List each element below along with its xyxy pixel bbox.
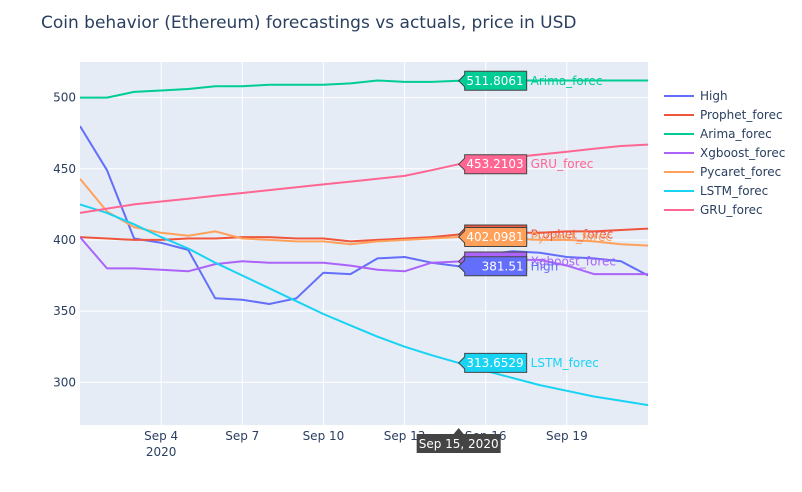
hover-label-series-name: Prophet_forec [531, 227, 614, 241]
legend-item[interactable]: Pycaret_forec [664, 162, 785, 181]
legend-label: Xgboost_forec [700, 145, 786, 160]
legend-swatch [664, 132, 694, 135]
legend-swatch [664, 113, 694, 116]
y-tick-label: 450 [53, 162, 76, 176]
legend-item[interactable]: GRU_forec [664, 200, 785, 219]
hover-date-label: Sep 15, 2020 [419, 437, 499, 451]
hover-label-series-name: Pycaret_forec [531, 230, 612, 244]
series-line-xgboost-forec[interactable] [80, 236, 648, 276]
series-line-pycaret-forec[interactable] [80, 178, 648, 247]
hover-label-box [457, 352, 528, 373]
hover-label-box [457, 256, 528, 277]
legend[interactable]: High Prophet_forec Arima_forec Xgboost_fore… [664, 86, 785, 219]
series-line-gru-forec[interactable] [80, 143, 648, 214]
series-line-prophet-forec[interactable] [80, 227, 648, 243]
hover-label-value: 402.0981 [466, 230, 523, 244]
legend-item[interactable]: LSTM_forec [664, 181, 785, 200]
x-tick-label: Sep 7 [225, 429, 259, 443]
legend-item[interactable]: Prophet_forec [664, 105, 785, 124]
legend-swatch [664, 151, 694, 154]
hover-label-box [457, 226, 528, 247]
legend-label: Arima_forec [700, 126, 772, 141]
legend-item[interactable]: Arima_forec [664, 124, 785, 143]
y-tick-label: 300 [53, 375, 76, 389]
hover-label-value: 381.51 [482, 259, 524, 273]
x-tick-year-label: 2020 [146, 445, 177, 459]
series-line-lstm-forec[interactable] [80, 203, 648, 407]
legend-swatch [664, 189, 694, 192]
x-tick-label: Sep 10 [303, 429, 345, 443]
hover-label-box [457, 154, 528, 175]
legend-label: Pycaret_forec [700, 164, 782, 179]
y-tick-label: 500 [53, 91, 76, 105]
series-line-high[interactable] [80, 125, 648, 305]
legend-swatch [664, 208, 694, 211]
chart-title: Coin behavior (Ethereum) forecastings vs… [41, 13, 577, 33]
x-tick-label: Sep 13 [384, 429, 426, 443]
hover-label-value: 453.2103 [466, 157, 523, 171]
hover-label-series-name: Arima_forec [531, 74, 603, 88]
hover-label-series-name: GRU_forec [531, 157, 594, 171]
x-tick-label: Sep 19 [546, 429, 588, 443]
x-tick-label: Sep 4 [144, 429, 178, 443]
legend-swatch [664, 94, 694, 97]
legend-swatch [664, 170, 694, 173]
legend-label: Prophet_forec [700, 107, 783, 122]
legend-label: LSTM_forec [700, 183, 769, 198]
legend-item[interactable]: Xgboost_forec [664, 143, 785, 162]
series-line-arima-forec[interactable] [80, 79, 648, 99]
y-tick-label: 400 [53, 233, 76, 247]
legend-item[interactable]: High [664, 86, 785, 105]
hover-label-box [457, 70, 528, 91]
y-tick-label: 350 [53, 304, 76, 318]
hover-label-series-name: LSTM_forec [531, 356, 599, 370]
legend-label: High [700, 88, 728, 103]
hover-label-value: 313.6529 [466, 356, 523, 370]
hover-label-series-name: Xgboost_forec [531, 254, 616, 268]
hover-label-value: 511.8061 [466, 74, 523, 88]
legend-label: GRU_forec [700, 202, 763, 217]
hover-label-series-name: High [531, 259, 559, 273]
hover-date-box [416, 428, 501, 453]
